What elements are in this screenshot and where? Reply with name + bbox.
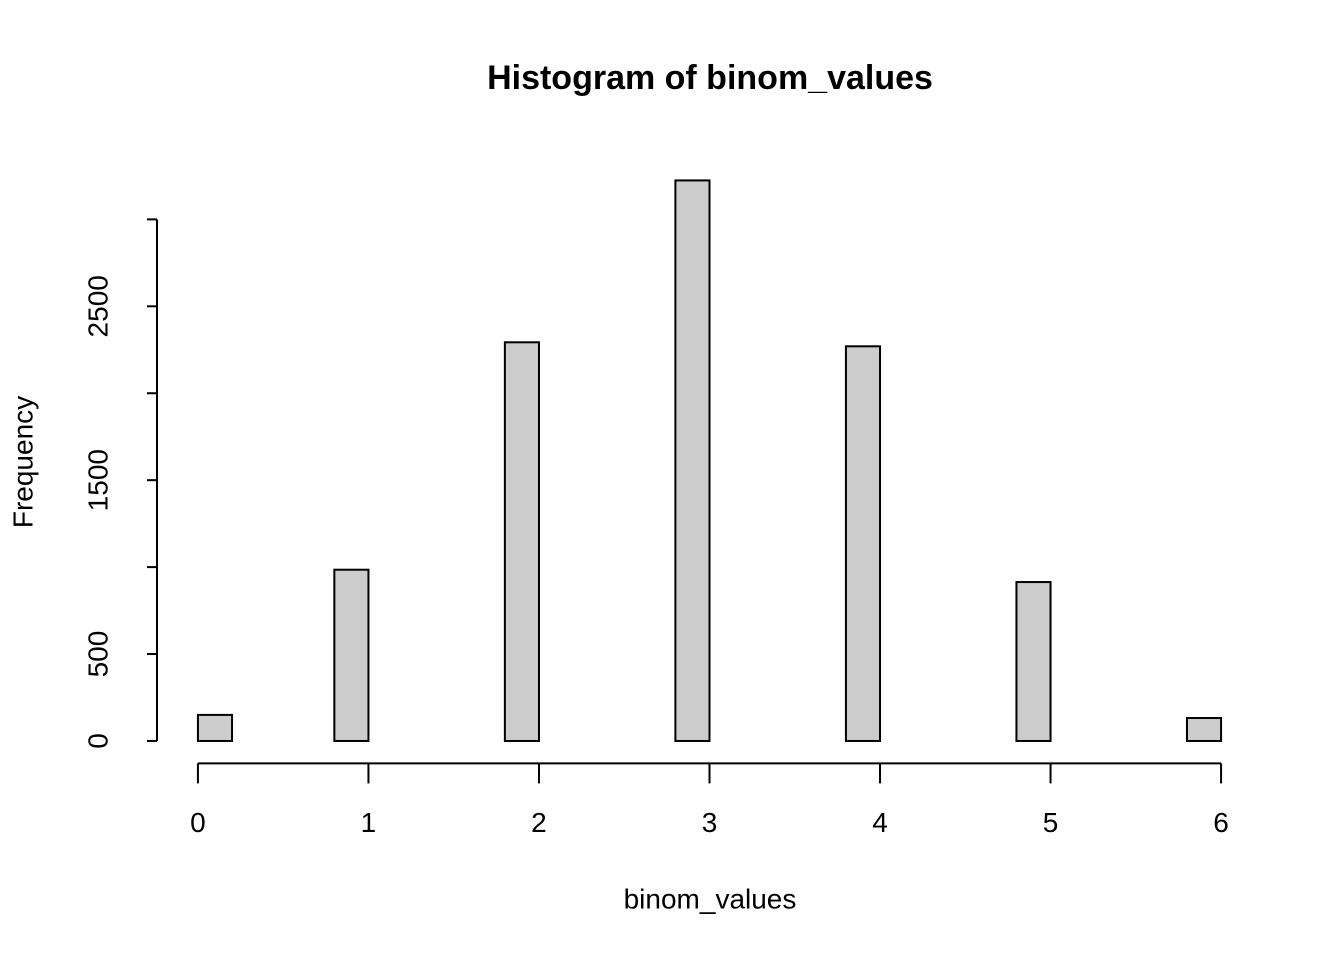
x-tick-label: 5 [1043, 807, 1059, 838]
y-axis-label: Frequency [7, 396, 38, 528]
bar [503, 341, 540, 742]
y-tick-label: 500 [82, 631, 113, 678]
chart-title: Histogram of binom_values [487, 59, 933, 97]
x-tick-label: 2 [531, 807, 547, 838]
x-tick-label: 1 [361, 807, 377, 838]
bar [1185, 717, 1223, 742]
bar [844, 345, 882, 742]
y-tick-label: 1500 [82, 449, 113, 511]
x-tick-label: 6 [1213, 807, 1229, 838]
bar [196, 713, 234, 742]
x-tick-label: 3 [702, 807, 718, 838]
bar [1015, 581, 1052, 742]
x-axis-label: binom_values [624, 883, 797, 914]
bar [674, 179, 711, 742]
y-tick-label: 2500 [82, 275, 113, 337]
bar [333, 568, 370, 742]
x-tick-label: 4 [872, 807, 888, 838]
y-tick-label: 0 [82, 733, 113, 749]
x-tick-label: 0 [190, 807, 206, 838]
